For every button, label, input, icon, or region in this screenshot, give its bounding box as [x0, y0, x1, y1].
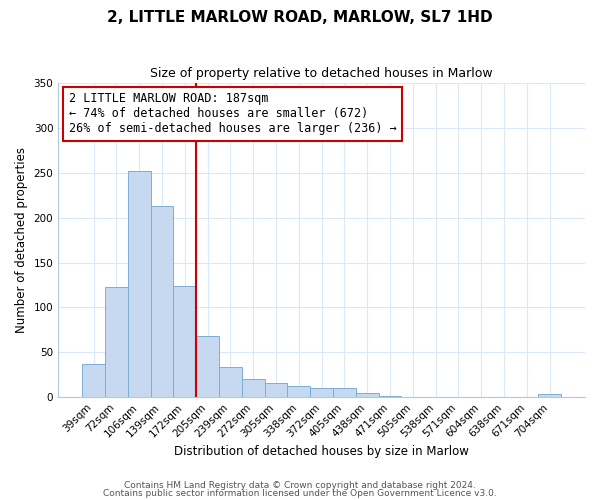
Bar: [128, 171, 151, 397]
Bar: [287, 386, 310, 397]
Bar: [219, 366, 242, 397]
Bar: [356, 392, 379, 397]
Text: 2 LITTLE MARLOW ROAD: 187sqm
← 74% of detached houses are smaller (672)
26% of s: 2 LITTLE MARLOW ROAD: 187sqm ← 74% of de…: [69, 92, 397, 136]
X-axis label: Distribution of detached houses by size in Marlow: Distribution of detached houses by size …: [174, 444, 469, 458]
Bar: [82, 364, 105, 397]
Bar: [333, 388, 356, 397]
Bar: [538, 394, 561, 397]
Y-axis label: Number of detached properties: Number of detached properties: [15, 147, 28, 333]
Title: Size of property relative to detached houses in Marlow: Size of property relative to detached ho…: [150, 68, 493, 80]
Bar: [310, 388, 333, 397]
Bar: [151, 206, 173, 397]
Text: Contains HM Land Registry data © Crown copyright and database right 2024.: Contains HM Land Registry data © Crown c…: [124, 481, 476, 490]
Bar: [173, 286, 196, 397]
Text: 2, LITTLE MARLOW ROAD, MARLOW, SL7 1HD: 2, LITTLE MARLOW ROAD, MARLOW, SL7 1HD: [107, 10, 493, 25]
Bar: [242, 380, 265, 397]
Bar: [379, 396, 401, 397]
Bar: [196, 336, 219, 397]
Bar: [105, 287, 128, 397]
Bar: [265, 383, 287, 397]
Text: Contains public sector information licensed under the Open Government Licence v3: Contains public sector information licen…: [103, 488, 497, 498]
